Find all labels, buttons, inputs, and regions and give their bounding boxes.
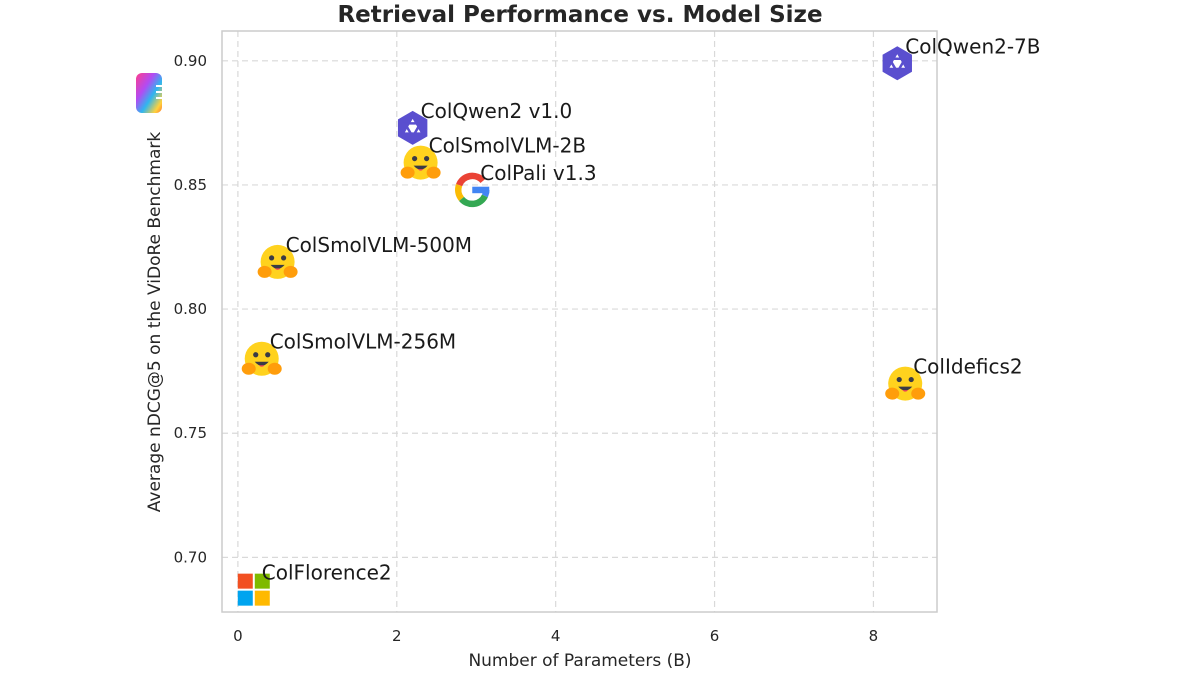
data-point: ColIdefics2: [885, 355, 1023, 401]
point-label: ColIdefics2: [913, 355, 1022, 379]
data-point: ColPali v1.3: [455, 161, 597, 208]
data-point: ColSmolVLM-2B: [400, 134, 586, 180]
point-label: ColFlorence2: [262, 561, 392, 585]
point-label: ColSmolVLM-500M: [286, 233, 472, 257]
data-point: ColSmolVLM-500M: [257, 233, 472, 279]
qwen-icon: [882, 46, 912, 81]
y-tick-label: 0.85: [174, 176, 207, 194]
point-label: ColSmolVLM-256M: [270, 330, 456, 354]
data-point: ColSmolVLM-256M: [241, 330, 456, 376]
x-tick-label: 8: [869, 627, 879, 645]
y-tick-label: 0.75: [174, 424, 207, 442]
x-axis-ticks: 0 2 4 6 8: [233, 627, 878, 645]
data-point: ColFlorence2: [237, 561, 392, 606]
vidore-logo-icon: [136, 73, 164, 113]
grid-lines: [222, 31, 937, 612]
google-icon: [455, 172, 490, 208]
x-tick-label: 0: [233, 627, 243, 645]
data-point: ColQwen2 v1.0: [397, 99, 573, 145]
point-label: ColPali v1.3: [480, 161, 596, 185]
qwen-icon: [397, 110, 428, 145]
data-point: ColQwen2-7B: [882, 34, 1041, 81]
y-axis-label: Average nDCG@5 on the ViDoRe Benchmark: [145, 132, 165, 513]
x-tick-label: 6: [710, 627, 720, 645]
x-tick-label: 2: [392, 627, 402, 645]
y-tick-label: 0.80: [174, 300, 207, 318]
y-tick-label: 0.70: [174, 548, 207, 566]
point-label: ColQwen2-7B: [905, 34, 1040, 58]
hugging-face-icon: [241, 341, 282, 376]
x-axis-label: Number of Parameters (B): [468, 651, 691, 671]
point-label: ColSmolVLM-2B: [429, 134, 586, 158]
y-tick-label: 0.90: [174, 52, 207, 70]
hugging-face-icon: [400, 145, 441, 180]
x-tick-label: 4: [551, 627, 561, 645]
chart-title: Retrieval Performance vs. Model Size: [337, 2, 822, 28]
y-axis-ticks: 0.70 0.75 0.80 0.85 0.90: [174, 52, 207, 567]
microsoft-icon: [237, 573, 270, 606]
hugging-face-icon: [885, 366, 926, 401]
plot-frame: [221, 30, 938, 613]
hugging-face-icon: [257, 244, 298, 279]
point-label: ColQwen2 v1.0: [421, 99, 573, 123]
data-points: ColQwen2-7B ColQwen2 v1.0 ColSmolVLM-2B Col…: [237, 34, 1041, 606]
